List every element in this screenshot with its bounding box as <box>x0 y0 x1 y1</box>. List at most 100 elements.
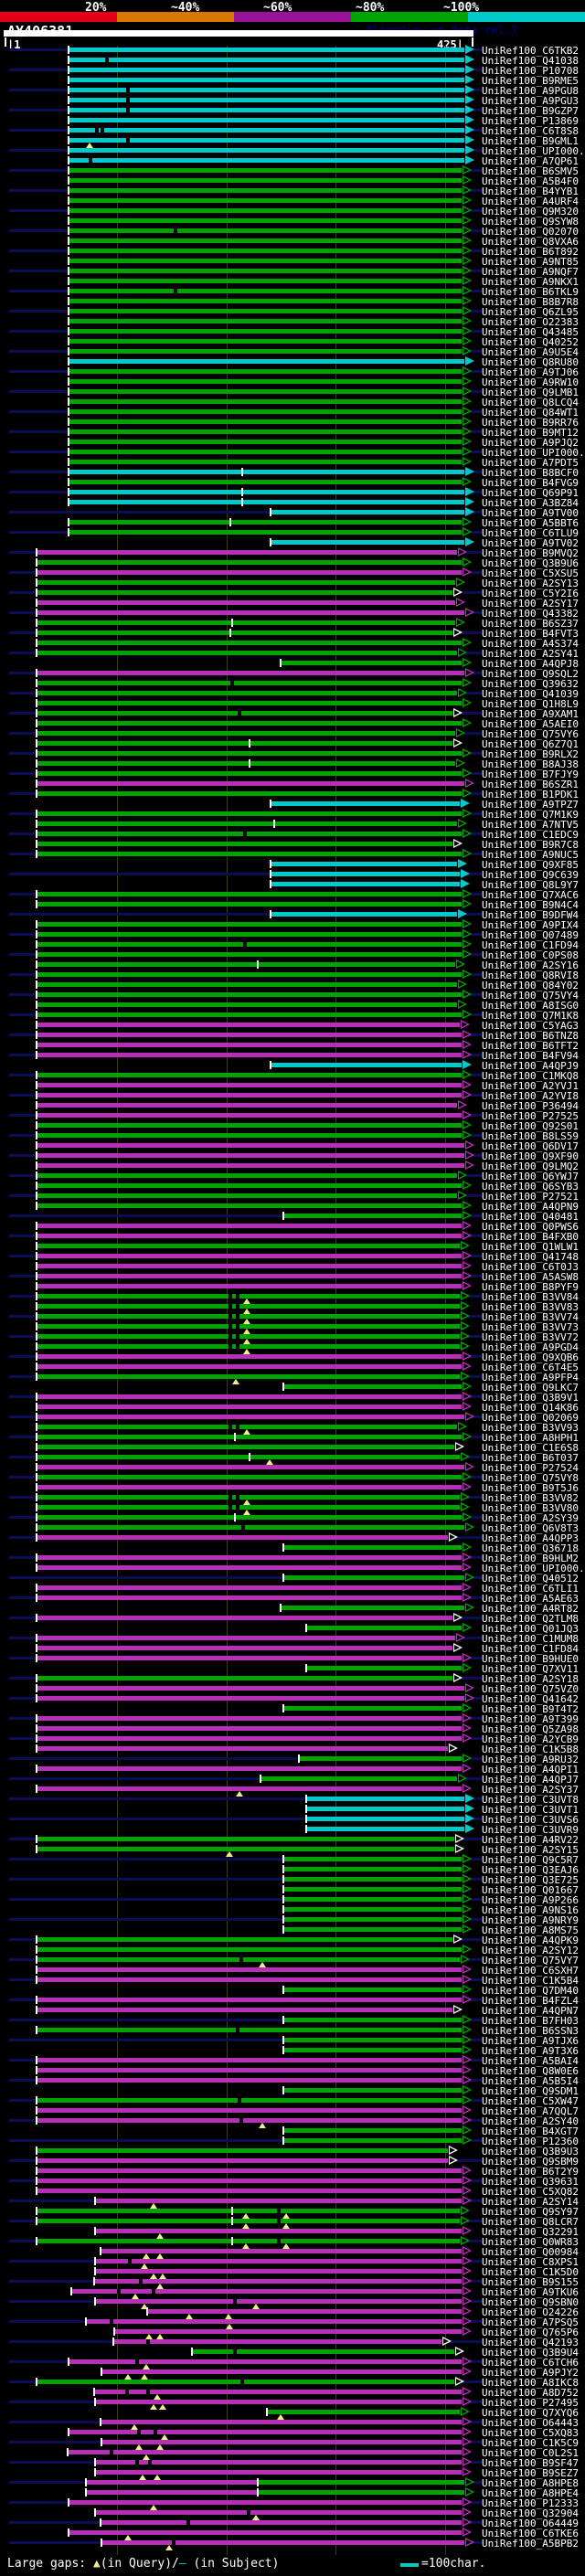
alignment-bar[interactable] <box>69 58 464 62</box>
alignment-bar[interactable] <box>113 2339 441 2344</box>
hit-label[interactable]: UniRef100_Q0WR83 <box>482 2236 579 2248</box>
hit-label[interactable]: UniRef100_Q8RVI8 <box>482 970 579 981</box>
alignment-bar[interactable] <box>37 631 452 635</box>
alignment-bar[interactable] <box>37 1565 462 1570</box>
hit-label[interactable]: UniRef100_C1MKQ8 <box>482 1070 579 1082</box>
alignment-bar[interactable] <box>37 691 457 695</box>
hit-label[interactable]: UniRef100_B6T2Y9 <box>482 2166 579 2178</box>
hit-label[interactable]: UniRef100_B4YYB1 <box>482 186 579 197</box>
alignment-bar[interactable] <box>37 1455 460 1459</box>
hit-label[interactable]: UniRef100_A9NS16 <box>482 1904 579 1916</box>
hit-label[interactable]: UniRef100_C6T8S8 <box>482 125 579 137</box>
hit-label[interactable]: UniRef100_B3VV84 <box>482 1291 579 1303</box>
alignment-bar[interactable] <box>95 2199 462 2203</box>
hit-label[interactable]: UniRef100_A8HPH1 <box>482 1432 579 1444</box>
hit-label[interactable]: UniRef100_B8LS59 <box>482 1130 579 1142</box>
alignment-bar[interactable] <box>69 419 462 424</box>
alignment-bar[interactable] <box>37 1937 452 1942</box>
hit-label[interactable]: UniRef100_Q14K86 <box>482 1402 579 1414</box>
alignment-bar[interactable] <box>37 1334 460 1339</box>
alignment-bar[interactable] <box>69 409 462 414</box>
hit-label[interactable]: UniRef100_Q8LCQ4 <box>482 397 579 408</box>
hit-label[interactable]: UniRef100_P27524 <box>482 1462 579 1474</box>
alignment-bar[interactable] <box>37 791 462 796</box>
alignment-bar[interactable] <box>37 620 455 625</box>
hit-label[interactable]: UniRef100_A9P266 <box>482 1894 579 1906</box>
hit-label[interactable]: UniRef100_C8XPS1 <box>482 2256 579 2268</box>
alignment-bar[interactable] <box>69 269 462 273</box>
hit-label[interactable]: UniRef100_A2SY37 <box>482 1784 579 1796</box>
hit-label[interactable]: UniRef100_C1MUM8 <box>482 1633 579 1645</box>
hit-label[interactable]: UniRef100_B4FVT3 <box>482 628 579 640</box>
alignment-bar[interactable] <box>37 1736 462 1741</box>
hit-label[interactable]: UniRef100_C5Y2I6 <box>482 588 579 599</box>
alignment-bar[interactable] <box>37 1294 460 1299</box>
hit-label[interactable]: UniRef100_B6T892 <box>482 246 579 258</box>
hit-label[interactable]: UniRef100_B9R7C8 <box>482 839 579 851</box>
hit-label[interactable]: UniRef100_Q84Y02 <box>482 980 579 991</box>
alignment-bar[interactable] <box>69 239 462 243</box>
alignment-bar[interactable] <box>37 1746 448 1751</box>
hit-label[interactable]: UniRef100_P12360 <box>482 2136 579 2147</box>
alignment-bar[interactable] <box>37 1284 462 1288</box>
alignment-bar[interactable] <box>37 1143 464 1148</box>
alignment-bar[interactable] <box>37 1405 462 1409</box>
alignment-bar[interactable] <box>37 641 462 645</box>
alignment-bar[interactable] <box>101 2249 462 2253</box>
hit-label[interactable]: UniRef100_A8HPE8 <box>482 2477 579 2489</box>
alignment-bar[interactable] <box>37 1374 460 1379</box>
alignment-bar[interactable] <box>37 992 462 997</box>
hit-label[interactable]: UniRef100_A2SY14 <box>482 2196 579 2208</box>
alignment-bar[interactable] <box>283 2038 462 2042</box>
hit-label[interactable]: UniRef100_C0L2S1 <box>482 2447 579 2459</box>
alignment-bar[interactable] <box>37 822 457 826</box>
hit-label[interactable]: UniRef100_B9S155 <box>482 2276 579 2288</box>
hit-label[interactable]: UniRef100_O64443 <box>482 2417 579 2429</box>
hit-label[interactable]: UniRef100_Q6Z7Q1 <box>482 738 579 750</box>
hit-label[interactable]: UniRef100_Q9XF85 <box>482 859 579 871</box>
alignment-bar[interactable] <box>37 2158 448 2163</box>
alignment-bar[interactable] <box>37 1394 462 1399</box>
alignment-bar[interactable] <box>69 158 464 163</box>
alignment-bar[interactable] <box>95 2470 462 2475</box>
hit-label[interactable]: UniRef100_A4URF4 <box>482 196 579 207</box>
alignment-bar[interactable] <box>69 88 464 92</box>
alignment-bar[interactable] <box>306 1666 462 1670</box>
alignment-bar[interactable] <box>94 2279 462 2284</box>
hit-label[interactable]: UniRef100_A9NKX1 <box>482 276 579 288</box>
hit-label[interactable]: UniRef100_Q9XQB6 <box>482 1352 579 1363</box>
hit-label[interactable]: UniRef100_B4FXB0 <box>482 1231 579 1243</box>
alignment-bar[interactable] <box>69 259 462 263</box>
hit-label[interactable]: UniRef100_B9SEZ7 <box>482 2467 579 2479</box>
alignment-bar[interactable] <box>37 1043 462 1047</box>
alignment-bar[interactable] <box>37 972 462 977</box>
hit-label[interactable]: UniRef100_B3VV74 <box>482 1311 579 1323</box>
alignment-bar[interactable] <box>271 1063 462 1067</box>
hit-label[interactable]: UniRef100_Q3E725 <box>482 1874 579 1886</box>
hit-label[interactable]: UniRef100_O24226 <box>482 2306 579 2318</box>
alignment-bar[interactable] <box>94 2390 462 2394</box>
hit-label[interactable]: UniRef100_Q9LKC7 <box>482 1382 579 1394</box>
alignment-bar[interactable] <box>37 1274 462 1278</box>
hit-label[interactable]: UniRef100_A9TV00 <box>482 507 579 519</box>
hit-label[interactable]: UniRef100_B4XGT7 <box>482 2125 579 2137</box>
alignment-bar[interactable] <box>69 379 462 384</box>
hit-label[interactable]: UniRef100_A9PJY2 <box>482 2367 579 2379</box>
hit-label[interactable]: UniRef100_A4QPJ8 <box>482 658 579 670</box>
hit-label[interactable]: UniRef100_Q02070 <box>482 226 579 238</box>
hit-label[interactable]: UniRef100_A4RT82 <box>482 1603 579 1615</box>
hit-label[interactable]: UniRef100_B4FV94 <box>482 1050 579 1062</box>
alignment-bar[interactable] <box>37 2028 462 2032</box>
hit-label[interactable]: UniRef100_Q40512 <box>482 1573 579 1585</box>
alignment-bar[interactable] <box>69 440 462 444</box>
hit-label[interactable]: UniRef100_Q6SYB3 <box>482 1181 579 1193</box>
alignment-bar[interactable] <box>101 2369 462 2374</box>
alignment-bar[interactable] <box>69 249 462 253</box>
alignment-bar[interactable] <box>37 1264 462 1268</box>
alignment-bar[interactable] <box>37 1998 462 2002</box>
hit-label[interactable]: UniRef100_Q9SY97 <box>482 2206 579 2218</box>
alignment-bar[interactable] <box>69 148 464 153</box>
hit-label[interactable]: UniRef100_Q1WLW1 <box>482 1241 579 1253</box>
hit-label[interactable]: UniRef100_A7PSQ5 <box>482 2316 579 2328</box>
hit-label[interactable]: UniRef100_Q1H8L9 <box>482 698 579 710</box>
